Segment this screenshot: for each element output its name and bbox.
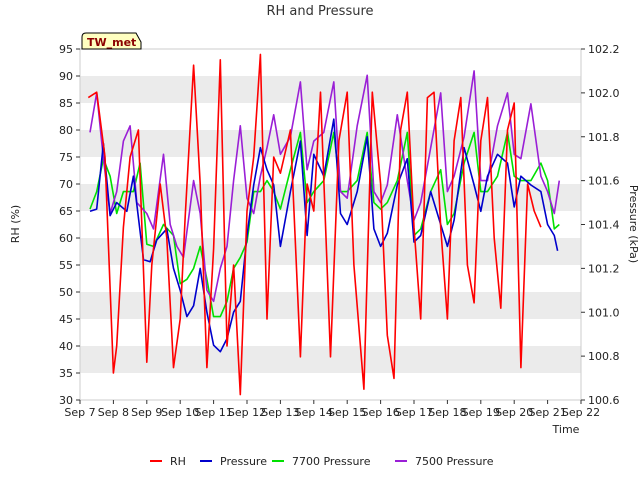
x-tick-label: Sep 18 <box>428 406 466 419</box>
y-axis-left-label: RH (%) <box>9 205 22 243</box>
right-tick-label: 102.2 <box>588 43 620 56</box>
right-tick-label: 100.6 <box>588 394 620 407</box>
left-tick-label: 50 <box>59 286 73 299</box>
right-tick-label: 101.0 <box>588 306 620 319</box>
left-tick-label: 85 <box>59 97 73 110</box>
right-tick-label: 101.6 <box>588 175 620 188</box>
left-axis-ticks: 30 35 40 45 50 55 60 65 70 75 80 85 90 95 <box>59 43 80 407</box>
x-tick-label: Sep 20 <box>495 406 533 419</box>
x-tick-label: Sep 11 <box>194 406 232 419</box>
x-tick-label: Sep 22 <box>562 406 600 419</box>
x-tick-label: Sep 7 <box>64 406 95 419</box>
x-tick-label: Sep 9 <box>131 406 162 419</box>
right-tick-label: 101.2 <box>588 262 620 275</box>
right-axis-ticks: 100.6 100.8 101.0 101.2 101.4 101.6 101.8 102.0… <box>581 43 620 407</box>
grid-band <box>80 292 581 319</box>
grid-bands <box>80 76 581 373</box>
x-tick-label: Sep 8 <box>98 406 129 419</box>
x-tick-label: Sep 17 <box>395 406 433 419</box>
left-tick-label: 30 <box>59 394 73 407</box>
right-tick-label: 101.8 <box>588 131 620 144</box>
left-tick-label: 40 <box>59 340 73 353</box>
x-tick-label: Sep 16 <box>361 406 399 419</box>
x-tick-label: Sep 10 <box>161 406 199 419</box>
chart-title: RH and Pressure <box>266 4 373 19</box>
left-tick-label: 60 <box>59 232 73 245</box>
site-badge-label: TW_met <box>87 36 136 49</box>
legend-label-7500-pressure: 7500 Pressure <box>415 455 494 468</box>
left-tick-label: 65 <box>59 205 73 218</box>
x-tick-label: Sep 13 <box>261 406 299 419</box>
left-tick-label: 70 <box>59 178 73 191</box>
left-tick-label: 35 <box>59 367 73 380</box>
x-tick-label: Sep 12 <box>228 406 266 419</box>
series-line-7700-pressure <box>89 131 560 318</box>
right-tick-label: 101.4 <box>588 219 620 232</box>
x-tick-label: Sep 15 <box>328 406 366 419</box>
left-tick-label: 75 <box>59 151 73 164</box>
x-axis-label: Time <box>552 423 580 436</box>
grid-band <box>80 238 581 265</box>
legend: RH Pressure 7700 Pressure 7500 Pressure <box>150 455 494 468</box>
left-tick-label: 90 <box>59 70 73 83</box>
y-axis-right-label: Pressure (kPa) <box>627 185 640 263</box>
site-badge: TW_met <box>81 32 142 50</box>
left-tick-label: 95 <box>59 43 73 56</box>
legend-label-rh: RH <box>170 455 186 468</box>
right-tick-label: 100.8 <box>588 350 620 363</box>
x-tick-label: Sep 14 <box>295 406 333 419</box>
left-tick-label: 55 <box>59 259 73 272</box>
right-tick-label: 102.0 <box>588 87 620 100</box>
legend-label-7700-pressure: 7700 Pressure <box>292 455 371 468</box>
series-layer <box>87 53 561 396</box>
left-tick-label: 45 <box>59 313 73 326</box>
series-line-rh <box>87 53 542 396</box>
legend-label-pressure: Pressure <box>220 455 267 468</box>
left-tick-label: 80 <box>59 124 73 137</box>
x-tick-label: Sep 19 <box>462 406 500 419</box>
x-tick-label: Sep 21 <box>528 406 566 419</box>
